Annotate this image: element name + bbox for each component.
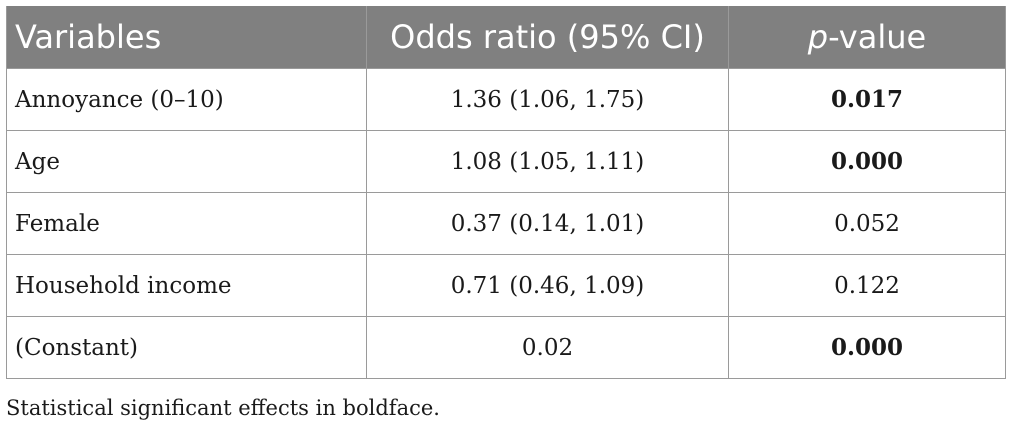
cell-p-value: 0.052 <box>728 192 1006 255</box>
cell-p-value: 0.000 <box>728 316 1006 379</box>
cell-odds-ratio: 0.37 (0.14, 1.01) <box>366 192 729 255</box>
table-row: Age 1.08 (1.05, 1.11) 0.000 <box>6 130 1006 193</box>
cell-p-value: 0.000 <box>728 130 1006 193</box>
regression-table-container: Variables Odds ratio (95% CI) p-value An… <box>6 6 1006 379</box>
cell-variable: (Constant) <box>6 316 367 379</box>
cell-p-value: 0.017 <box>728 68 1006 131</box>
table-footnote: Statistical significant effects in boldf… <box>6 396 440 420</box>
cell-variable: Household income <box>6 254 367 317</box>
cell-odds-ratio: 1.08 (1.05, 1.11) <box>366 130 729 193</box>
table-row: (Constant) 0.02 0.000 <box>6 316 1006 379</box>
cell-variable: Annoyance (0–10) <box>6 68 367 131</box>
cell-variable: Age <box>6 130 367 193</box>
header-p-italic: p <box>807 18 829 56</box>
header-variables: Variables <box>6 6 367 69</box>
cell-odds-ratio: 1.36 (1.06, 1.75) <box>366 68 729 131</box>
header-p-rest: -value <box>828 18 927 56</box>
table-header-row: Variables Odds ratio (95% CI) p-value <box>6 6 1006 69</box>
table-row: Female 0.37 (0.14, 1.01) 0.052 <box>6 192 1006 255</box>
table-row: Annoyance (0–10) 1.36 (1.06, 1.75) 0.017 <box>6 68 1006 131</box>
cell-odds-ratio: 0.02 <box>366 316 729 379</box>
table-row: Household income 0.71 (0.46, 1.09) 0.122 <box>6 254 1006 317</box>
odds-ratio-table: Variables Odds ratio (95% CI) p-value An… <box>6 6 1006 379</box>
cell-p-value: 0.122 <box>728 254 1006 317</box>
cell-odds-ratio: 0.71 (0.46, 1.09) <box>366 254 729 317</box>
cell-variable: Female <box>6 192 367 255</box>
table-body: Annoyance (0–10) 1.36 (1.06, 1.75) 0.017… <box>6 68 1006 379</box>
header-odds-ratio: Odds ratio (95% CI) <box>366 6 729 69</box>
header-p-value: p-value <box>728 6 1006 69</box>
